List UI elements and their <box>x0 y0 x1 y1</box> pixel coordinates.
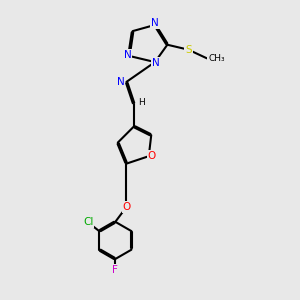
Text: H: H <box>139 98 145 107</box>
Text: Cl: Cl <box>83 218 93 227</box>
Text: O: O <box>122 202 130 212</box>
Text: N: N <box>117 77 124 87</box>
Text: S: S <box>185 45 192 55</box>
Text: N: N <box>124 50 132 60</box>
Text: O: O <box>148 151 156 161</box>
Text: F: F <box>112 265 118 275</box>
Text: N: N <box>152 58 160 68</box>
Text: CH₃: CH₃ <box>208 54 225 63</box>
Text: N: N <box>151 18 159 28</box>
